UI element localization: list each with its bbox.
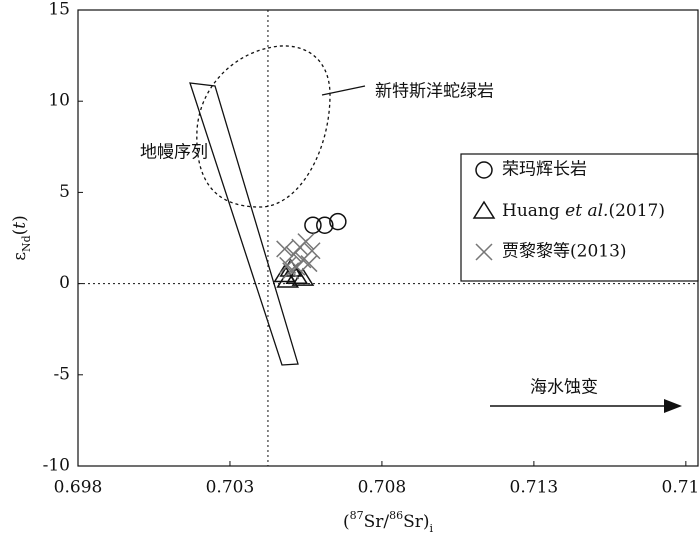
legend (460, 153, 699, 282)
y-axis-label-part: ε (10, 252, 30, 261)
y-tick-label: 15 (48, 0, 70, 20)
mantle-field (189, 82, 299, 366)
point (303, 242, 321, 260)
annotation: 地幔序列 (140, 143, 208, 163)
x-tick-label: 0.698 (54, 478, 103, 498)
point (300, 255, 318, 273)
legend-marker (472, 200, 496, 219)
y-tick-label: -10 (43, 456, 70, 476)
y-tick-label: -5 (53, 364, 70, 384)
legend-label-part: (2017) (608, 201, 665, 221)
y-axis-label-part: t (10, 222, 30, 229)
point (285, 265, 309, 285)
leader-line (321, 85, 366, 96)
legend-label-part: Huang (502, 201, 565, 221)
x-axis-label: (87Sr/86Sr)i (343, 509, 434, 535)
annotation: 海水蚀变 (530, 378, 598, 398)
point (276, 240, 294, 258)
x-axis-label-part: i (430, 522, 434, 535)
ophiolite-field (196, 45, 331, 208)
legend-label: Huang et al.(2017) (502, 201, 665, 221)
point (316, 216, 334, 234)
x-axis-label-part: Sr/ (364, 512, 390, 532)
legend-marker (475, 161, 493, 179)
point (329, 212, 347, 231)
legend-label: 荣玛辉长岩 (502, 160, 587, 180)
x-tick-label: 0.713 (510, 478, 559, 498)
y-tick-label: 0 (59, 273, 70, 293)
legend-label: 贾黎黎等(2013) (502, 242, 627, 262)
y-axis-label: εNd(t) (10, 215, 33, 261)
y-tick-label: 10 (48, 91, 70, 111)
point (304, 216, 322, 234)
point (276, 269, 300, 288)
x-tick-label: 0.718 (662, 478, 700, 498)
x-tick-label: 0.703 (206, 478, 255, 498)
x-axis-label-part: 86 (389, 509, 403, 522)
legend-label-part: et al. (565, 201, 608, 221)
y-tick-label: 5 (59, 182, 70, 202)
point (297, 233, 315, 251)
x-axis-label-part: Sr) (403, 512, 429, 532)
annotation: 新特斯洋蛇绿岩 (375, 82, 494, 102)
y-axis-label-part: Nd (20, 235, 33, 252)
x-tick-label: 0.708 (358, 478, 407, 498)
x-axis-label-part: ( (343, 512, 350, 532)
x-axis-label-part: 87 (350, 509, 364, 522)
point (288, 258, 306, 276)
legend-marker (475, 243, 493, 261)
arrow-head (664, 399, 682, 413)
y-axis-label-part: ) (10, 215, 30, 222)
y-axis-label-part: ( (10, 229, 30, 236)
